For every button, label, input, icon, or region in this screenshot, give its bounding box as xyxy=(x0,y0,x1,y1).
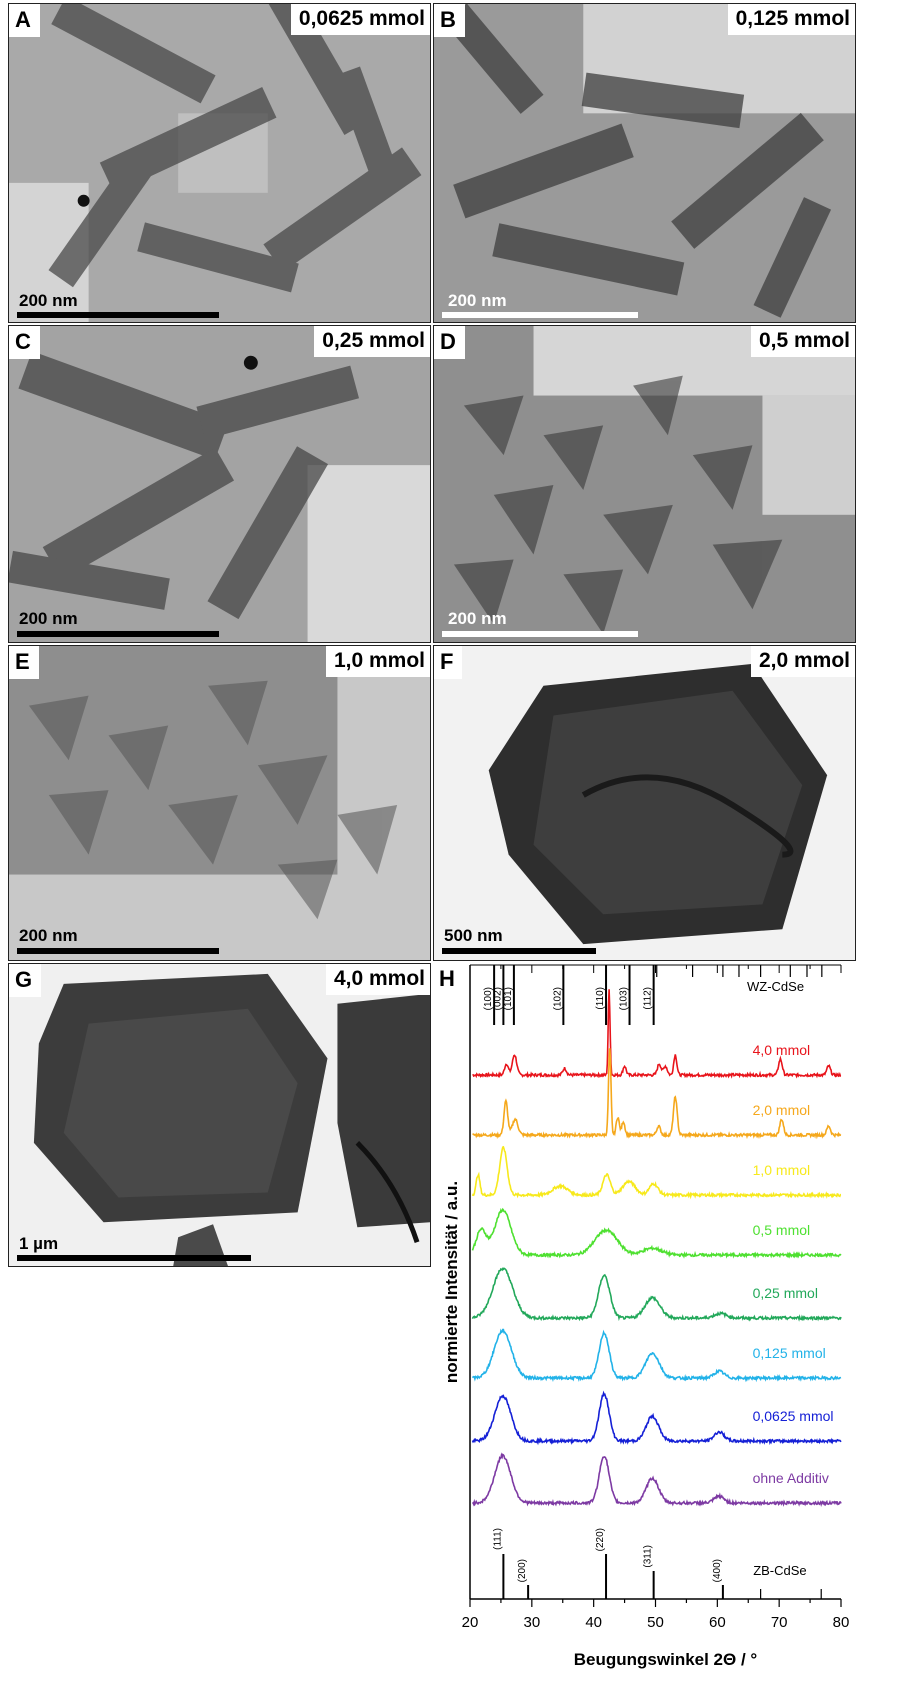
xrd-series-line xyxy=(471,1328,842,1383)
tem-image-e xyxy=(9,646,430,960)
tem-image-a xyxy=(9,4,430,322)
tem-panel-a: A 0,0625 mmol 200 nm xyxy=(8,3,431,323)
xrd-series-line xyxy=(471,1390,842,1446)
xrd-series-line xyxy=(472,989,842,1079)
xrd-series-label: 0,5 mmol xyxy=(753,1222,811,1238)
panel-letter: G xyxy=(9,964,42,997)
scale-bar-label: 1 µm xyxy=(19,1234,59,1253)
wz-peak-label: (100) xyxy=(483,987,494,1010)
scale-bar xyxy=(17,1255,251,1261)
concentration-label: 1,0 mmol xyxy=(325,646,430,677)
wz-peak-label: (002) xyxy=(492,987,503,1010)
scale-bar-label: 200 nm xyxy=(19,609,78,628)
x-tick-label: 60 xyxy=(709,1614,726,1631)
x-tick-label: 70 xyxy=(771,1614,788,1631)
scale-bar xyxy=(17,948,219,954)
panel-letter: A xyxy=(9,4,40,37)
wz-reference-name: WZ-CdSe xyxy=(747,979,804,994)
xrd-series-line xyxy=(471,1452,842,1507)
zb-peak-label: (311) xyxy=(643,1545,654,1568)
tem-panel-b: B 0,125 mmol 200 nm xyxy=(433,3,856,323)
concentration-label: 0,5 mmol xyxy=(750,326,855,357)
xrd-series-line xyxy=(471,1207,842,1259)
xrd-chart: 20 30 40 50 60 70 80 Beugungswinkel 2Θ / ° normi… xyxy=(442,964,850,1669)
concentration-label: 0,125 mmol xyxy=(727,4,855,35)
scale-bar-label: 200 nm xyxy=(19,926,78,945)
wz-peak-label: (101) xyxy=(503,987,514,1010)
concentration-label: 2,0 mmol xyxy=(750,646,855,677)
tem-panel-g: G 4,0 mmol 1 µm xyxy=(8,963,431,1267)
scale-bar-label: 200 nm xyxy=(19,291,78,310)
scale-bar xyxy=(17,631,219,637)
xrd-series-label: 1,0 mmol xyxy=(753,1162,811,1178)
panel-letter: F xyxy=(434,646,463,679)
x-tick-label: 80 xyxy=(833,1614,850,1631)
panel-letter: D xyxy=(434,326,465,359)
scale-bar xyxy=(17,312,219,318)
scale-bar xyxy=(442,948,596,954)
zb-peak-label: (400) xyxy=(712,1559,723,1582)
xrd-series-label: 0,125 mmol xyxy=(753,1345,826,1361)
scale-bar xyxy=(442,312,638,318)
zb-peak-label: (220) xyxy=(595,1528,606,1551)
zb-peak-label: (200) xyxy=(517,1559,528,1582)
zb-reference-name: ZB-CdSe xyxy=(753,1563,806,1578)
panel-letter: E xyxy=(9,646,39,679)
concentration-label: 4,0 mmol xyxy=(325,964,430,995)
xrd-series-line xyxy=(472,1048,842,1140)
scale-bar xyxy=(442,631,638,637)
panel-letter: C xyxy=(9,326,40,359)
tem-panel-d: D 0,5 mmol 200 nm xyxy=(433,325,856,643)
xrd-series-label: ohne Additiv xyxy=(753,1470,829,1486)
tem-image-d xyxy=(434,326,855,642)
xrd-panel-h: H 20 30 40 50 60 70 80 Beugungswinkel 2Θ / ° nor… xyxy=(433,963,856,1689)
scale-bar-label: 200 nm xyxy=(448,609,507,628)
x-tick-label: 30 xyxy=(523,1614,540,1631)
x-axis-label: Beugungswinkel 2Θ / ° xyxy=(574,1650,758,1669)
zb-peak-label: (111) xyxy=(492,1528,503,1550)
panel-letter: B xyxy=(434,4,465,37)
scale-bar-label: 200 nm xyxy=(448,291,507,310)
x-tick-label: 50 xyxy=(647,1614,664,1631)
tem-panel-e: E 1,0 mmol 200 nm xyxy=(8,645,431,961)
concentration-label: 0,25 mmol xyxy=(314,326,430,357)
xrd-series-label: 4,0 mmol xyxy=(753,1042,811,1058)
xrd-series-label: 2,0 mmol xyxy=(753,1102,811,1118)
xrd-series-label: 0,0625 mmol xyxy=(753,1408,834,1424)
wz-peak-label: (110) xyxy=(595,987,606,1010)
xrd-series-line xyxy=(471,1267,842,1322)
tem-image-c xyxy=(9,326,430,642)
scale-bar-label: 500 nm xyxy=(444,926,503,945)
tem-panel-c: C 0,25 mmol 200 nm xyxy=(8,325,431,643)
panel-letter: H xyxy=(433,963,464,996)
tem-image-b xyxy=(434,4,855,322)
wz-peak-label: (102) xyxy=(552,987,563,1010)
y-axis-label: normierte Intensität / a.u. xyxy=(442,1181,461,1383)
xrd-series-label: 0,25 mmol xyxy=(753,1285,818,1301)
tem-image-f xyxy=(434,646,855,960)
x-tick-label: 40 xyxy=(585,1614,602,1631)
concentration-label: 0,0625 mmol xyxy=(290,4,430,35)
wz-peak-label: (112) xyxy=(643,987,654,1010)
xrd-series-line xyxy=(471,1145,842,1200)
wz-peak-label: (103) xyxy=(619,987,630,1010)
tem-panel-f: F 2,0 mmol 500 nm xyxy=(433,645,856,961)
tem-image-g xyxy=(9,964,430,1266)
x-tick-label: 20 xyxy=(462,1614,479,1631)
